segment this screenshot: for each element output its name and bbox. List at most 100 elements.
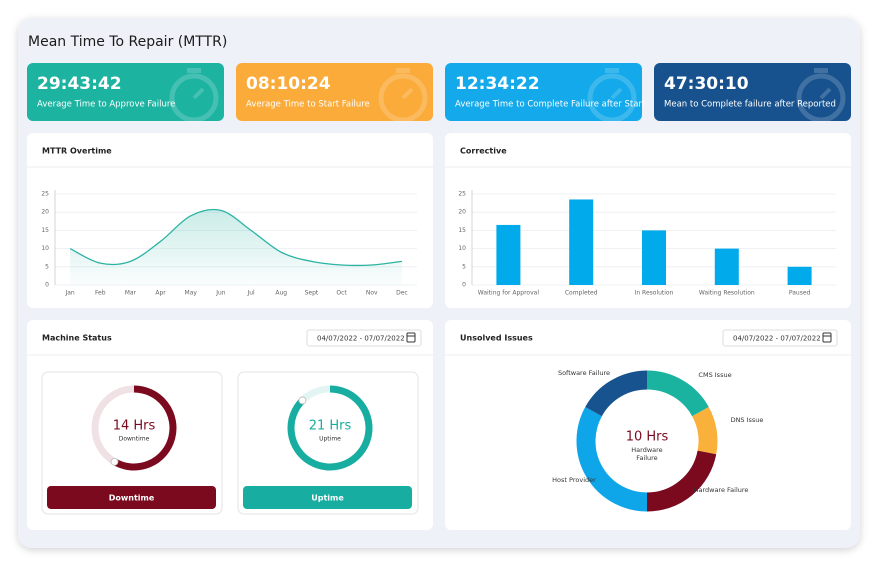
gauge-card — [237, 371, 419, 515]
donut-center-label: Hardware Failure — [631, 447, 663, 462]
line — [69, 208, 402, 267]
donut-segment — [646, 450, 717, 512]
x-tick-label: Waiting Resolution — [699, 290, 755, 297]
y-tick-label: 25 — [458, 191, 466, 198]
page-title: Mean Time To Repair (MTTR) — [28, 34, 227, 50]
stopwatch-icon — [187, 68, 201, 73]
y-tick-label: 10 — [458, 245, 466, 252]
panel-title: Unsolved Issues — [460, 334, 533, 343]
panel — [445, 133, 851, 308]
x-tick-label: Completed — [565, 290, 598, 297]
calendar-icon — [406, 332, 416, 343]
y-tick-label: 20 — [41, 209, 49, 216]
kpi-label: Mean to Complete failure after Reported — [664, 100, 836, 110]
donut-label: Host Provider — [552, 477, 596, 484]
x-tick-label: Dec — [396, 290, 408, 297]
stopwatch-icon — [610, 87, 623, 100]
bar — [714, 248, 739, 285]
y-tick-label: 15 — [458, 227, 466, 234]
x-tick-label: May — [185, 290, 198, 297]
panel-title: Corrective — [460, 147, 507, 156]
kpi-label: Average Time to Start Failure — [246, 100, 370, 110]
y-tick-label: 0 — [462, 282, 466, 289]
bar — [642, 230, 666, 285]
stopwatch-icon — [587, 73, 637, 123]
date-picker[interactable]: 04/07/2022 - 07/07/2022 — [306, 329, 422, 347]
stopwatch-icon — [396, 68, 410, 73]
gauge-card — [41, 371, 223, 515]
kpi-value: 47:30:10 — [664, 74, 749, 94]
gauge-value: 21 Hrs — [309, 419, 352, 434]
x-tick-label: Nov — [366, 290, 378, 297]
area — [70, 209, 402, 285]
x-tick-label: Apr — [155, 290, 166, 297]
donut-label-box: Software Failure — [557, 370, 611, 377]
gauge-label: Downtime — [119, 436, 150, 443]
gauge-knob — [298, 396, 307, 405]
stopwatch-icon — [605, 68, 619, 73]
y-tick-label: 20 — [458, 209, 466, 216]
y-tick-label: 5 — [462, 263, 466, 270]
y-tick-label: 15 — [41, 227, 49, 234]
bar — [569, 199, 594, 285]
status-button[interactable] — [47, 486, 216, 509]
calendar-icon — [822, 332, 832, 343]
y-tick-label: 25 — [41, 191, 49, 198]
button-label: Downtime — [109, 494, 155, 503]
kpi-label: Average Time to Approve Failure — [37, 100, 175, 110]
x-tick-label: Mar — [125, 290, 137, 297]
donut-segment — [691, 407, 718, 455]
y-tick-label: 5 — [45, 263, 49, 270]
donut-label: Software Failure — [557, 370, 611, 377]
x-tick-label: Feb — [95, 290, 106, 297]
button-label: Uptime — [311, 494, 344, 503]
stopwatch-icon — [192, 87, 205, 100]
gauge-label: Uptime — [319, 436, 341, 443]
x-tick-label: Aug — [275, 290, 287, 297]
x-tick-label: Jun — [215, 290, 226, 297]
panel-title: Machine Status — [42, 334, 112, 343]
donut-label-box: CMS Issue — [698, 372, 732, 379]
kpi-label: Average Time to Complete Failure after S… — [455, 100, 646, 110]
stopwatch-icon — [401, 87, 414, 100]
x-tick-label: Jan — [64, 290, 74, 297]
donut-label-box: Host Provider — [552, 477, 596, 484]
x-tick-label: Oct — [336, 290, 347, 297]
bar — [496, 224, 521, 285]
donut-label: Hardware Failure — [693, 487, 749, 494]
stopwatch-icon — [378, 73, 428, 123]
kpi-value: 12:34:22 — [455, 74, 540, 94]
gauge-value: 14 Hrs — [113, 419, 156, 434]
bar — [787, 266, 812, 285]
stopwatch-icon — [819, 87, 832, 100]
y-tick-label: 10 — [41, 245, 49, 252]
date-picker[interactable]: 04/07/2022 - 07/07/2022 — [722, 329, 838, 347]
donut-label-box: Hardware Failure — [693, 487, 749, 494]
kpi-value: 29:43:42 — [37, 74, 122, 94]
x-tick-label: Waiting for Approval — [478, 290, 540, 297]
donut-segment — [585, 370, 648, 417]
y-tick-label: 0 — [45, 282, 49, 289]
stopwatch-icon — [814, 68, 828, 73]
kpi-card — [236, 63, 433, 121]
stopwatch-icon — [796, 73, 846, 123]
date-range[interactable]: 04/07/2022 - 07/07/2022 — [733, 335, 821, 343]
donut-label: CMS Issue — [698, 372, 732, 379]
kpi-card — [27, 63, 224, 121]
kpi-card — [445, 63, 642, 121]
donut-center-label-box: Hardware Failure — [631, 447, 663, 462]
donut-label: DNS Issue — [730, 417, 764, 424]
date-range[interactable]: 04/07/2022 - 07/07/2022 — [317, 335, 405, 343]
x-tick-label: In Resolution — [635, 290, 674, 297]
donut-center-value: 10 Hrs — [626, 430, 669, 445]
status-button[interactable] — [243, 486, 412, 509]
kpi-card — [654, 63, 851, 121]
donut-segment — [646, 370, 709, 417]
x-tick-label: Sept — [305, 290, 319, 297]
panel-title: MTTR Overtime — [42, 147, 112, 156]
gauge-arc — [112, 385, 177, 471]
gauge-knob — [110, 457, 119, 466]
gauge-arc — [287, 385, 373, 471]
kpi-value: 08:10:24 — [246, 74, 331, 94]
